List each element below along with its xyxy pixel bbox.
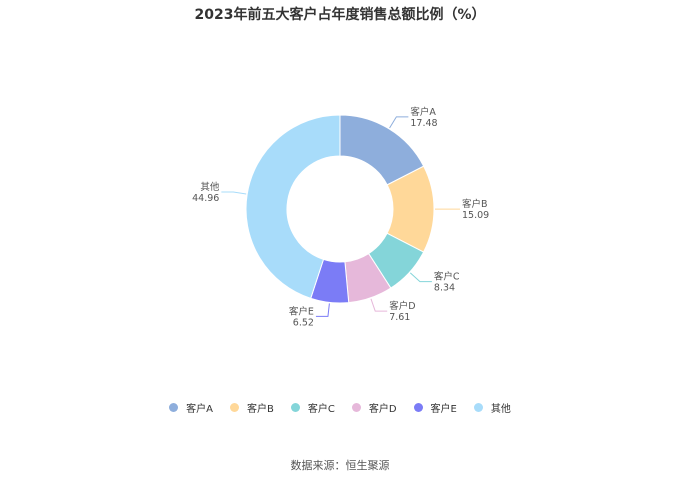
donut-slices (245, 114, 435, 304)
legend-item-d[interactable]: 客户D (351, 400, 397, 415)
legend-swatch-b (229, 403, 239, 412)
legend-label-b: 客户B (246, 404, 274, 415)
slice-label-value-e: 6.52 (293, 317, 314, 328)
legend-label-d: 客户D (368, 404, 397, 415)
leader-line-d (370, 298, 388, 312)
legend-swatch-d (351, 403, 361, 412)
leader-line-a (389, 116, 409, 129)
legend-item-b[interactable]: 客户B (229, 400, 274, 415)
leader-line-e (315, 303, 330, 317)
slice-label-value-d: 7.61 (389, 312, 410, 323)
slice-label-name-d: 客户D (389, 300, 415, 312)
legend-swatch-a (169, 403, 179, 412)
slice-label-name-other: 其他 (200, 181, 220, 193)
legend-label-other: 其他 (490, 404, 511, 415)
leader-line-c (409, 272, 432, 283)
slice-label-value-b: 15.09 (462, 210, 489, 221)
legend-item-other[interactable]: 其他 (473, 400, 511, 415)
chart-title: 2023年前五大客户占年度销售总额比例（%） (194, 7, 486, 23)
slice-label-name-a: 客户A (410, 106, 436, 118)
slice-label-value-a: 17.48 (410, 118, 437, 129)
slice-label-name-b: 客户B (462, 198, 488, 210)
legend-label-a: 客户A (186, 404, 213, 415)
legend-label-e: 客户E (430, 404, 457, 415)
legend-label-c: 客户C (307, 404, 335, 415)
legend-item-a[interactable]: 客户A (169, 400, 213, 415)
legend-swatch-e (413, 403, 423, 412)
legend-item-e[interactable]: 客户E (413, 400, 457, 415)
legend-swatch-c (290, 403, 300, 412)
legend-item-c[interactable]: 客户C (290, 400, 335, 415)
slice-label-value-c: 8.34 (434, 283, 455, 294)
leader-line-other (221, 191, 247, 195)
slice-label-value-other: 44.96 (192, 193, 219, 204)
data-source: 数据来源：恒生聚源 (290, 459, 390, 472)
slice-label-name-e: 客户E (289, 305, 314, 317)
legend-swatch-other (473, 403, 483, 412)
slice-other[interactable] (245, 114, 341, 299)
legend: 客户A 客户B 客户C 客户D 客户E 其他 (0, 400, 680, 415)
slice-label-name-c: 客户C (434, 271, 460, 283)
